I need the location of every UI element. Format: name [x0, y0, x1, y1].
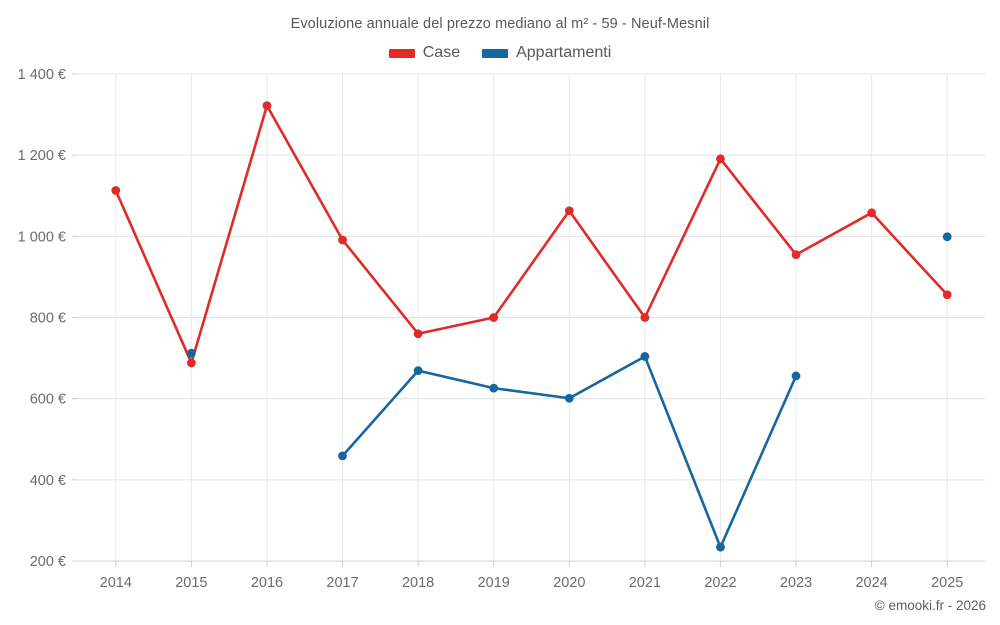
- data-point-marker[interactable]: [942, 290, 952, 300]
- x-tick-label: 2023: [780, 575, 812, 591]
- data-point-marker[interactable]: [338, 451, 347, 461]
- data-point-marker[interactable]: [413, 329, 423, 339]
- y-tick-label: 1 200 €: [18, 148, 66, 164]
- legend-swatch-case: [388, 48, 415, 58]
- x-tick-label: 2025: [931, 575, 963, 591]
- x-tick-label: 2017: [326, 575, 358, 591]
- data-point-marker[interactable]: [942, 232, 952, 242]
- legend-label-appartamenti: Appartamenti: [516, 44, 612, 61]
- legend-item-case[interactable]: Case: [388, 44, 461, 62]
- y-axis-ticks: 200 € 400 € 600 € 800 € 1 000 € 1 200 € 1 400 …: [18, 67, 78, 570]
- y-tick-label: 600 €: [30, 392, 66, 408]
- y-tick-label: 1 000 €: [18, 229, 66, 245]
- x-axis-ticks: 2014 2015 2016 2017 2018 2019 2020 2021 2022 2023…: [100, 561, 963, 591]
- x-tick-label: 2015: [175, 575, 207, 591]
- x-tick-label: 2021: [629, 575, 661, 591]
- x-tick-label: 2014: [100, 575, 132, 591]
- series-line-case: [114, 104, 949, 365]
- data-point-marker[interactable]: [489, 383, 499, 393]
- data-point-marker[interactable]: [640, 352, 650, 361]
- chart-title: Evoluzione annuale del prezzo mediano al…: [290, 16, 710, 32]
- credit-text: © emooki.fr - 2026: [874, 598, 986, 613]
- legend-item-appartamenti[interactable]: Appartamenti: [482, 44, 611, 62]
- data-point-marker[interactable]: [186, 348, 196, 358]
- data-point-marker[interactable]: [186, 358, 196, 368]
- x-tick-label: 2024: [855, 575, 887, 591]
- y-tick-label: 1 400 €: [18, 67, 66, 83]
- x-tick-label: 2019: [478, 575, 510, 591]
- data-point-marker[interactable]: [564, 206, 574, 216]
- x-tick-label: 2020: [553, 575, 585, 591]
- legend-label-case: Case: [422, 44, 461, 61]
- data-point-marker[interactable]: [262, 101, 272, 111]
- data-point-marker[interactable]: [489, 313, 499, 322]
- legend-swatch-appartamenti: [482, 48, 509, 58]
- data-point-marker[interactable]: [111, 186, 121, 195]
- x-tick-label: 2018: [402, 575, 434, 591]
- grid-lines: [78, 73, 985, 562]
- data-point-marker[interactable]: [867, 208, 877, 218]
- data-point-marker[interactable]: [791, 250, 801, 259]
- data-series: [111, 101, 952, 552]
- chart-legend: Case Appartamenti: [0, 44, 1000, 62]
- data-point-marker[interactable]: [640, 313, 650, 322]
- y-tick-label: 200 €: [30, 554, 66, 570]
- data-point-marker[interactable]: [791, 371, 801, 381]
- y-tick-label: 400 €: [30, 473, 66, 489]
- data-point-marker[interactable]: [338, 235, 347, 245]
- x-tick-label: 2022: [704, 575, 736, 591]
- x-tick-label: 2016: [251, 575, 283, 591]
- data-point-marker[interactable]: [564, 393, 574, 403]
- y-tick-label: 800 €: [30, 311, 66, 327]
- data-point-marker[interactable]: [716, 154, 725, 164]
- data-point-marker[interactable]: [413, 366, 423, 376]
- data-point-marker[interactable]: [716, 542, 725, 552]
